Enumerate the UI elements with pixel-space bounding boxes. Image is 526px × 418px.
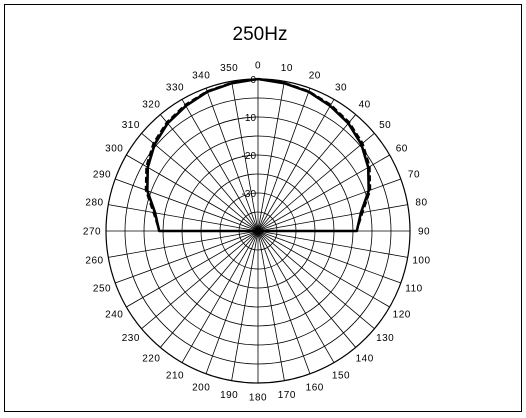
angular-tick-label: 170 <box>278 390 296 401</box>
series-layer <box>144 77 372 233</box>
grid-spoke <box>257 81 285 232</box>
grid-spoke <box>257 230 357 348</box>
grid-spoke <box>257 230 375 330</box>
grid-spoke <box>257 230 390 308</box>
angular-tick-label: 320 <box>142 99 160 110</box>
radial-tick-label: -10 <box>242 113 257 124</box>
angular-tick-label: 70 <box>408 170 420 181</box>
grid-spoke <box>181 99 259 232</box>
angular-tick-label: 30 <box>335 83 347 94</box>
grid-spoke <box>257 132 375 232</box>
angular-tick-label: 120 <box>393 310 411 321</box>
grid-spoke <box>181 230 259 363</box>
angular-tick-label: 50 <box>379 120 391 131</box>
grid-spoke <box>141 132 259 232</box>
angular-tick-label: 180 <box>249 393 267 404</box>
angular-tick-label: 280 <box>85 198 103 209</box>
angular-tick-label: 290 <box>93 170 111 181</box>
grid-spoke <box>257 114 357 232</box>
angular-tick-label: 80 <box>415 198 427 209</box>
angular-tick-label: 60 <box>396 144 408 155</box>
angular-tick-label: 210 <box>166 370 184 381</box>
grid-spoke <box>108 230 259 258</box>
grid-spoke <box>257 230 285 381</box>
grid-spoke <box>159 114 259 232</box>
angular-tick-label: 90 <box>418 227 430 238</box>
angular-tick-label: 300 <box>105 144 123 155</box>
grid-spoke <box>257 99 335 232</box>
grid-spoke <box>205 230 259 374</box>
grid-spoke <box>231 81 259 232</box>
angular-tick-label: 350 <box>220 63 238 74</box>
angular-tick-label: 150 <box>332 370 350 381</box>
angular-tick-label: 220 <box>142 354 160 365</box>
angular-tick-label: 160 <box>306 382 324 393</box>
angular-tick-label: 230 <box>122 333 140 344</box>
angular-tick-label: 330 <box>166 83 184 94</box>
angular-tick-label: 200 <box>192 382 210 393</box>
angular-tick-label: 100 <box>412 255 430 266</box>
grid-spoke <box>257 204 408 232</box>
angular-tick-label: 20 <box>309 71 321 82</box>
grid-spoke <box>126 230 259 308</box>
angular-tick-label: 260 <box>85 255 103 266</box>
grid-spoke <box>205 88 259 232</box>
polar-chart: 250Hz 0 10 20 30 40 50 60 70 80 90 100 110 120 130140… <box>83 24 430 404</box>
grid-spoke <box>257 230 401 284</box>
angular-tick-label: 240 <box>105 310 123 321</box>
angular-tick-label: 0 <box>255 61 261 72</box>
grid-spoke <box>257 230 408 258</box>
grid-spoke <box>257 230 311 374</box>
radial-tick-label: -30 <box>242 189 257 200</box>
angular-tick-label: 130 <box>376 333 394 344</box>
grid-spoke <box>159 230 259 348</box>
chart-frame: 250Hz 0 10 20 30 40 50 60 70 80 90 100 110 120 130 140… <box>4 4 522 412</box>
grid-spoke <box>257 178 401 232</box>
angular-tick-label: 40 <box>359 99 371 110</box>
angular-tick-label: 340 <box>192 71 210 82</box>
angular-tick-label: 250 <box>93 283 111 294</box>
angular-tick-label: 190 <box>220 390 238 401</box>
angular-tick-label: 10 <box>281 63 293 74</box>
angular-tick-label: 310 <box>122 120 140 131</box>
grid-spoke <box>115 178 259 232</box>
grid-spoke <box>231 230 259 381</box>
angular-tick-label: 140 <box>356 354 374 365</box>
grid-spoke <box>108 204 259 232</box>
grid-spoke <box>115 230 259 284</box>
angular-tick-label: 270 <box>83 227 101 238</box>
radial-tick-label: -20 <box>242 151 257 162</box>
grid-spoke <box>257 88 311 232</box>
grid-spoke <box>141 230 259 330</box>
angular-tick-label: 110 <box>405 283 422 294</box>
grid-spoke <box>257 230 335 363</box>
series-line-2 <box>144 78 372 232</box>
chart-title: 250Hz <box>233 24 288 45</box>
